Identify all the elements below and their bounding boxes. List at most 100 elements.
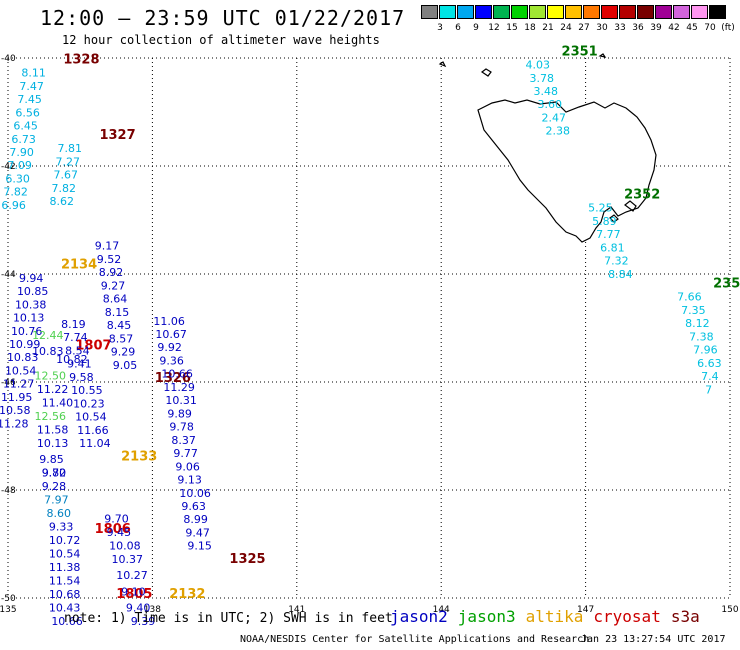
wave-height-value: 9.40 — [126, 602, 151, 615]
axis-labels: 135 138 141 144 147 150 -40 -42 -44 -46 -48 -50 — [0, 54, 739, 615]
longitude-tick-label: 138 — [144, 605, 161, 615]
pass-time-label: 1806 — [95, 522, 131, 537]
wave-height-value: 11.66 — [77, 424, 109, 437]
wave-height-value: 9.28 — [42, 480, 66, 493]
units-note: note: 1) Time is in UTC; 2) SWH is in fe… — [64, 611, 393, 626]
color-scale-tick: 30 — [596, 23, 608, 33]
pass-time-label: 1328 — [63, 52, 99, 67]
latitude-tick-label: -48 — [1, 486, 16, 496]
wave-height-value: 11.22 — [37, 383, 69, 396]
wave-height-value: 9.33 — [49, 521, 73, 534]
wave-height-value: 8.84 — [608, 268, 633, 281]
wave-height-value: 6.45 — [13, 120, 38, 133]
wave-height-value: 7.32 — [604, 255, 629, 268]
wave-height-value: 7.96 — [693, 344, 718, 357]
wave-height-value: 10.13 — [13, 312, 45, 325]
wave-height-value: 10.08 — [109, 539, 141, 552]
wave-height-value: 7.81 — [57, 142, 82, 155]
color-scale-tick: 18 — [524, 23, 536, 33]
latitude-tick-label: -42 — [1, 162, 16, 172]
latitude-tick-label: -50 — [1, 594, 16, 604]
color-swatch — [547, 5, 564, 19]
wave-height-value: 8.15 — [105, 306, 130, 319]
wave-height-value: 6.56 — [15, 106, 40, 119]
wave-height-value: 10.38 — [15, 298, 47, 311]
wave-height-value: 3.78 — [530, 72, 555, 85]
wave-height-value: 9.63 — [181, 500, 206, 513]
wave-height-value: 9.94 — [19, 272, 44, 285]
pass-time-label: 2353 — [713, 277, 740, 292]
color-swatch — [601, 5, 618, 19]
pass-time-label: 2133 — [121, 449, 157, 464]
wave-height-value: 10.54 — [5, 364, 37, 377]
color-scale-tick: (ft) — [721, 23, 735, 33]
pass-time-label: 1805 — [116, 587, 152, 602]
wave-height-value: 9.05 — [113, 359, 138, 372]
wave-height-value: 10.31 — [165, 394, 197, 407]
wave-height-value: 7.09 — [7, 159, 32, 172]
wave-height-value: 10.54 — [75, 411, 107, 424]
satellite-legend: jason2 jason3 altika cryosat s3a — [390, 607, 710, 626]
wave-height-value: 7 — [705, 383, 712, 396]
pass-time-label: 1325 — [229, 552, 265, 567]
longitude-tick-label: 144 — [433, 605, 450, 615]
latitude-tick-label: -46 — [1, 378, 16, 388]
wave-height-value: 7.38 — [689, 330, 714, 343]
credit-line: NOAA/NESDIS Center for Satellite Applica… — [240, 634, 590, 645]
wave-height-value: 9.92 — [157, 341, 182, 354]
wave-height-value: 6.63 — [697, 357, 722, 370]
wave-height-value: 9.17 — [95, 240, 120, 253]
wave-height-value: 3.48 — [534, 85, 559, 98]
wave-height-value: 8.57 — [109, 332, 134, 345]
wave-height-value: 10.82 — [56, 353, 87, 366]
wave-height-value: 10.85 — [17, 285, 49, 298]
legend-entry-altika: altika — [525, 607, 584, 626]
color-scale-tick: 42 — [668, 23, 680, 33]
wave-height-value: 9.70 — [104, 512, 128, 525]
tasmania-coastline — [438, 53, 657, 243]
wave-height-value: 3.60 — [538, 98, 563, 111]
color-swatch — [655, 5, 672, 19]
wave-height-value: 11.06 — [153, 315, 185, 328]
wave-height-value: 10.66 — [161, 368, 193, 381]
wave-height-value: 2.38 — [546, 125, 571, 138]
wave-height-value: 8.45 — [107, 319, 132, 332]
wave-height-value: 9.06 — [175, 460, 200, 473]
wave-height-value: 7.47 — [19, 80, 44, 93]
wave-height-value: 11.38 — [49, 561, 80, 574]
pass-time-label: 2132 — [169, 587, 205, 602]
generation-timestamp: Jan 23 13:27:54 UTC 2017 — [581, 634, 726, 645]
wave-height-value: 5.89 — [592, 215, 617, 228]
wave-height-value: 12.50 — [34, 369, 65, 382]
wave-height-value: 7.66 — [677, 291, 702, 304]
wave-height-value: 7.77 — [596, 228, 621, 241]
wave-height-value: 7.27 — [55, 155, 80, 168]
pass-time-label: 2134 — [61, 258, 97, 273]
color-scale-tick: 3 — [437, 23, 443, 33]
wave-height-value: 9.85 — [39, 453, 64, 466]
color-scale-tick: 24 — [560, 23, 572, 33]
pass-time-label: 1326 — [155, 371, 191, 386]
wave-height-value: 7.74 — [63, 331, 88, 344]
wave-height-value: 11.29 — [163, 381, 195, 394]
wave-height-value: 10.27 — [116, 569, 148, 582]
wave-height-value: 10.68 — [49, 588, 80, 601]
pass-time-label: 2351 — [562, 44, 598, 59]
color-scale-tick: 27 — [578, 23, 590, 33]
legend-entry-jason3: jason3 — [457, 607, 516, 626]
pass-time-label: 1807 — [75, 339, 111, 354]
wave-height-value: 10.54 — [49, 548, 80, 561]
wave-height-value: 9.80 — [42, 467, 66, 480]
legend-entry-s3a: s3a — [670, 607, 700, 626]
wave-height-value: 11.58 — [37, 423, 69, 436]
wave-height-value: 9.72 — [42, 467, 66, 480]
color-swatch — [637, 5, 654, 19]
color-scale-tick: 45 — [686, 23, 698, 33]
wave-height-value: 6.30 — [5, 172, 30, 185]
wave-height-value: 7.82 — [51, 182, 76, 195]
wave-height-value: 10.72 — [49, 534, 80, 547]
wave-height-value: 9.15 — [187, 540, 212, 553]
wave-height-value: 6.96 — [1, 199, 26, 212]
wave-height-value: 8.62 — [49, 195, 74, 208]
